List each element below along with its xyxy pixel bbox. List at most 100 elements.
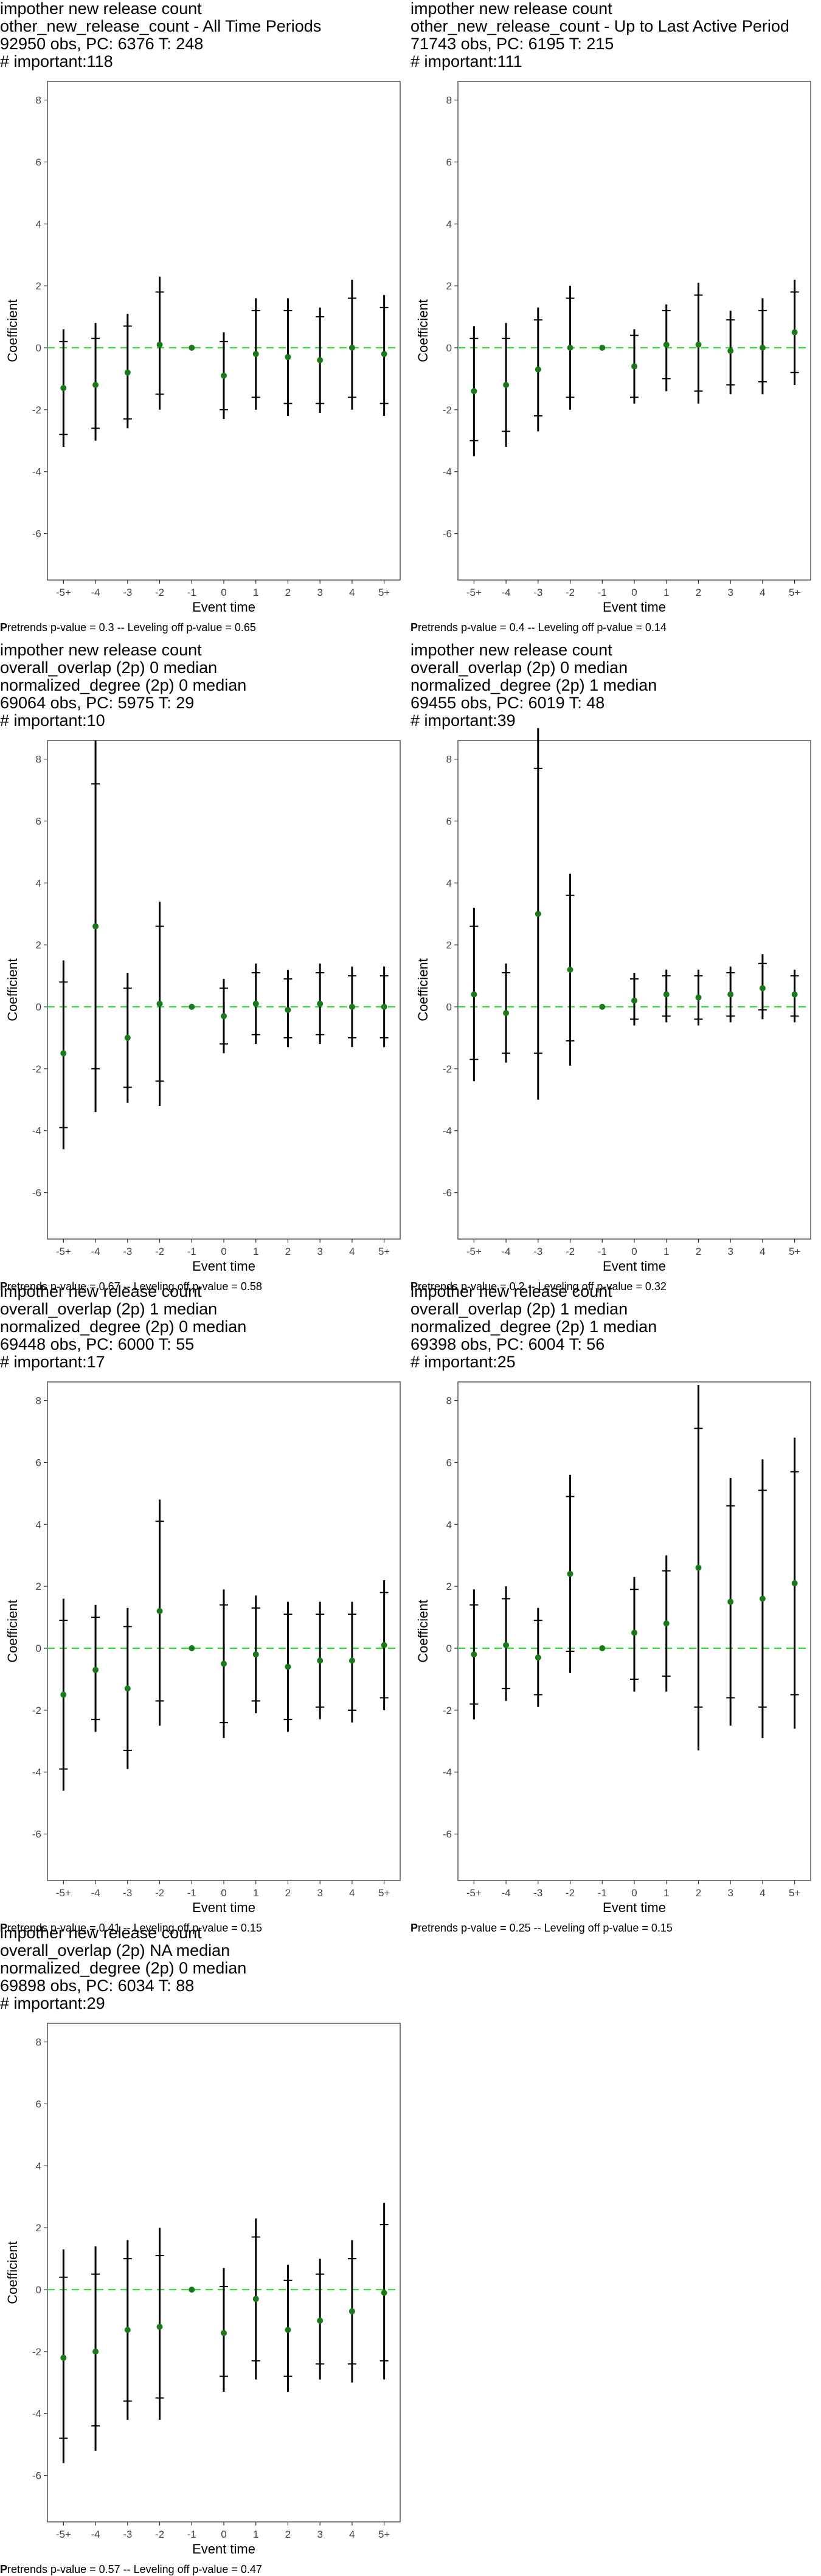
x-tick-label: -3 xyxy=(533,1246,542,1257)
coefficient-point xyxy=(791,991,798,998)
y-tick-label: 8 xyxy=(36,2037,41,2048)
x-tick-label: 3 xyxy=(317,587,322,598)
coefficient-point xyxy=(124,2327,131,2333)
coefficient-point xyxy=(759,345,766,351)
x-tick-label: -1 xyxy=(598,587,607,598)
coefficient-point xyxy=(92,2348,99,2355)
x-tick-label: 2 xyxy=(285,587,291,598)
x-tick-label: 5+ xyxy=(378,1246,390,1257)
chart-svg: -6 -4 -2 0 2 4 6 8 -5+ -4 -3 -2 -1 0 1 2 3 4 5+ Event time C… xyxy=(5,1381,401,1915)
coefficient-point xyxy=(317,2317,324,2324)
y-tick-label: -4 xyxy=(32,466,41,478)
y-tick-label: 0 xyxy=(36,342,41,354)
y-tick-label: 6 xyxy=(36,156,41,168)
panel-title-line: 71743 obs, PC: 6195 T: 215 xyxy=(410,35,614,53)
coefficient-point xyxy=(471,1651,477,1658)
x-tick-label: -3 xyxy=(123,1887,132,1899)
x-tick-label: 4 xyxy=(760,1246,765,1257)
x-tick-label: 2 xyxy=(696,587,701,598)
coefficient-point xyxy=(348,1657,355,1664)
x-tick-label: 2 xyxy=(285,1887,291,1899)
panel-title-line: 92950 obs, PC: 6376 T: 248 xyxy=(0,35,204,53)
panel-title-line: # important:29 xyxy=(0,1994,105,2012)
footnote-text: retrends p-value = 0.41 -- Leveling off … xyxy=(7,1922,262,1934)
panel-title: impother new release count other_new_rele… xyxy=(0,0,401,71)
x-tick-label: 5+ xyxy=(789,1246,800,1257)
panel-title-line: overall_overlap (2p) 1 median xyxy=(410,1300,628,1318)
footnote-text: retrends p-value = 0.4 -- Leveling off p… xyxy=(418,621,667,634)
y-tick-label: -6 xyxy=(443,528,452,540)
x-axis-title: Event time xyxy=(192,1259,255,1274)
footnote-bold: P xyxy=(410,621,418,634)
panel-title-line: impother new release count xyxy=(0,0,202,18)
y-tick-label: 0 xyxy=(36,1643,41,1654)
footnote-text: retrends p-value = 0.57 -- Leveling off … xyxy=(7,2563,262,2575)
pvalue-footnote: Pretrends p-value = 0.25 -- Leveling off… xyxy=(410,1922,673,1935)
x-tick-label: 1 xyxy=(253,1887,258,1899)
coefficient-point xyxy=(381,2290,387,2296)
x-axis-title: Event time xyxy=(603,1259,666,1274)
y-tick-label: -2 xyxy=(443,404,452,416)
coefficient-point xyxy=(381,1642,387,1648)
pvalue-footnote: Pretrends p-value = 0.57 -- Leveling off… xyxy=(0,2563,262,2576)
x-tick-label: -5+ xyxy=(466,1246,482,1257)
y-tick-label: -4 xyxy=(443,1767,452,1778)
panel-title-line: # important:10 xyxy=(0,711,105,730)
y-tick-label: 0 xyxy=(446,1643,452,1654)
coefficient-point xyxy=(567,1570,573,1577)
y-tick-label: -6 xyxy=(32,2470,41,2482)
coefficient-point xyxy=(599,1004,606,1010)
panel-title-line: 69448 obs, PC: 6000 T: 55 xyxy=(0,1335,195,1353)
y-tick-label: 0 xyxy=(446,1001,452,1013)
chart-svg: -6 -4 -2 0 2 4 6 8 -5+ -4 -3 -2 -1 0 1 2 3 4 5+ Event time C… xyxy=(5,2023,401,2557)
y-tick-label: 8 xyxy=(36,1395,41,1407)
panel-title-line: 69064 obs, PC: 5975 T: 29 xyxy=(0,694,195,712)
coefficient-point xyxy=(695,1564,702,1571)
y-tick-label: -2 xyxy=(32,2346,41,2358)
coefficient-point xyxy=(727,991,734,998)
coefficient-point xyxy=(599,1645,606,1652)
y-tick-label: 2 xyxy=(446,939,452,951)
coefficient-point xyxy=(124,1034,131,1041)
coefficient-point xyxy=(189,1645,195,1652)
x-tick-label: 1 xyxy=(663,1246,669,1257)
x-tick-label: 4 xyxy=(349,2529,355,2540)
x-tick-label: 3 xyxy=(317,2529,322,2540)
x-tick-label: -3 xyxy=(533,587,542,598)
footnote-text: retrends p-value = 0.67 -- Leveling off … xyxy=(7,1280,262,1293)
y-tick-label: -4 xyxy=(443,1125,452,1137)
x-tick-label: 3 xyxy=(317,1887,322,1899)
footnote-text: retrends p-value = 0.3 -- Leveling off p… xyxy=(7,621,256,634)
coefficient-point xyxy=(317,1657,324,1664)
coefficient-point xyxy=(631,363,637,370)
y-tick-label: 0 xyxy=(36,2284,41,2296)
panel-title-line: other_new_release_count - All Time Perio… xyxy=(0,17,322,35)
panel-title-line: impother new release count xyxy=(0,1282,202,1300)
footnote-bold: P xyxy=(0,1280,8,1293)
y-tick-label: 4 xyxy=(446,877,452,889)
coefficient-point xyxy=(60,2355,67,2361)
y-tick-label: 6 xyxy=(36,2098,41,2110)
y-axis-title: Coefficient xyxy=(415,299,431,362)
x-axis-title: Event time xyxy=(192,599,255,615)
y-axis-title: Coefficient xyxy=(5,1600,20,1663)
y-tick-label: -6 xyxy=(443,1829,452,1840)
coefficient-point xyxy=(727,1598,734,1605)
footnote-text: retrends p-value = 0.25 -- Leveling off … xyxy=(418,1922,673,1934)
y-tick-label: 2 xyxy=(446,280,452,292)
panel-title-line: overall_overlap (2p) 0 median xyxy=(0,658,218,677)
coefficient-point xyxy=(156,2324,163,2330)
coefficient-point xyxy=(221,1660,227,1667)
coefficient-point xyxy=(60,1050,67,1057)
coefficient-point xyxy=(535,911,541,917)
footnote-bold: P xyxy=(410,1280,418,1293)
coefficient-point xyxy=(156,341,163,348)
x-tick-label: -5+ xyxy=(56,1246,71,1257)
y-tick-label: 4 xyxy=(36,218,41,230)
y-tick-label: 6 xyxy=(446,156,452,168)
y-tick-label: 4 xyxy=(446,1519,452,1530)
y-tick-label: -4 xyxy=(32,2408,41,2420)
coefficient-point xyxy=(471,388,477,395)
coefficient-point xyxy=(695,341,702,348)
panel-title-line: # important:17 xyxy=(0,1353,105,1371)
